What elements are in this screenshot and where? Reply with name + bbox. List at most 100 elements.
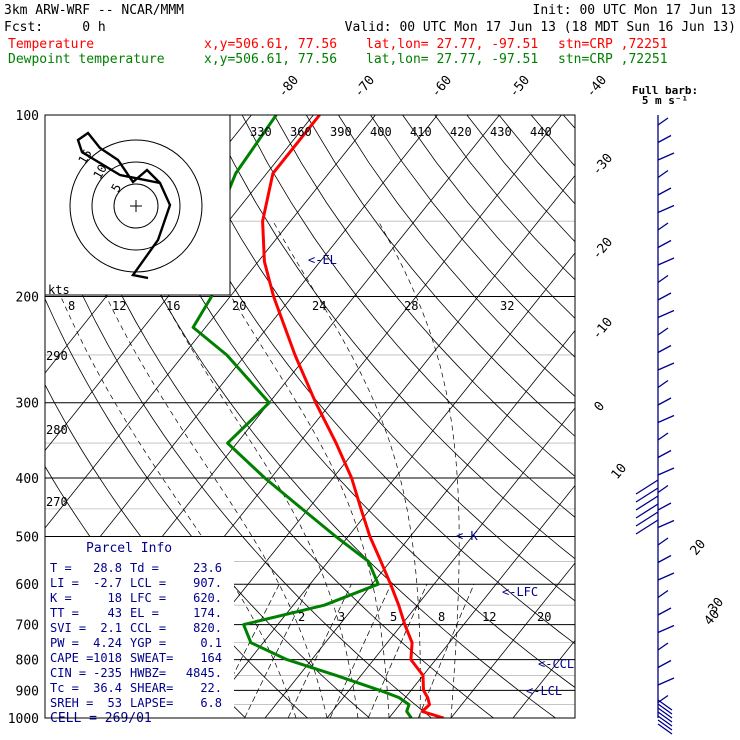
wind-barb xyxy=(657,589,669,599)
wind-barb xyxy=(657,642,669,651)
pressure-tick-label: 400 xyxy=(16,472,39,487)
plot-frame xyxy=(44,114,576,719)
parcel-info-value: 2.1 xyxy=(100,621,122,635)
parcel-info-value: CAPE = xyxy=(50,651,93,665)
parcel-info-value: 18 xyxy=(108,591,122,605)
theta-label: 430 xyxy=(490,125,512,139)
hodograph-ring xyxy=(91,161,181,251)
theta-label: 410 xyxy=(410,125,432,139)
mixing-ratio-label: 8 xyxy=(438,610,445,624)
isotherm-tick-label: -20 xyxy=(590,235,617,263)
parcel-info-value: 907. xyxy=(193,576,222,590)
wind-barb xyxy=(657,432,669,441)
temperature-line xyxy=(261,115,445,718)
wind-barb xyxy=(657,624,675,634)
wind-barb xyxy=(657,707,673,719)
wind-barb xyxy=(657,659,672,669)
isotherm-tick-label: -40 xyxy=(584,73,611,101)
mixing-ratio-line xyxy=(329,584,392,718)
wind-barb xyxy=(657,607,672,616)
wind-barb xyxy=(657,572,675,581)
theta-label: 280 xyxy=(46,423,68,437)
wind-barb xyxy=(657,362,675,371)
parcel-info-value: 164 xyxy=(200,651,222,665)
legend-dewpoint-stn: stn=CRP ,72251 xyxy=(558,52,668,67)
parcel-info-value: SHEAR= xyxy=(130,681,173,695)
wind-barb xyxy=(657,449,672,459)
mixing-ratio-line xyxy=(367,584,428,718)
legend-temperature-latlon: lat,lon= 27.77, -97.51 xyxy=(366,37,538,52)
parcel-info-value: Tc = xyxy=(50,681,79,695)
parcel-info-box: Parcel Info CELL = 269/01 T = 28.8 Td = 23.… xyxy=(44,537,234,727)
wind-barb xyxy=(657,344,672,354)
parcel-info-value: 820. xyxy=(193,621,222,635)
barb-legend-value: 5 m s⁻¹ xyxy=(642,94,688,107)
parcel-info-value: CIN = xyxy=(50,666,86,680)
theta-label: 390 xyxy=(330,125,352,139)
mixing-ratio-label: 20 xyxy=(537,610,551,624)
wind-barb xyxy=(657,152,675,161)
isotherm-tick-label: -70 xyxy=(352,73,379,101)
mixing-ratio-label: 2 xyxy=(298,610,305,624)
mixing-ratio-label: 32 xyxy=(500,299,514,313)
theta-label: 420 xyxy=(450,125,472,139)
moist-adiabat xyxy=(272,221,421,718)
parcel-info-value: 174. xyxy=(193,606,222,620)
dry-adiabat xyxy=(209,115,575,560)
legend-temperature-stn: stn=CRP ,72251 xyxy=(558,37,668,52)
wind-barb xyxy=(657,554,672,564)
level-marker-label: <-LFC xyxy=(502,585,538,599)
isotherm-tick-label: 10 xyxy=(609,461,631,483)
level-marker-label: <-CCL xyxy=(538,657,574,671)
wind-barb xyxy=(657,502,672,511)
mixing-ratio-label: 24 xyxy=(312,299,326,313)
parcel-info-value: CCL = xyxy=(130,621,166,635)
theta-label: 270 xyxy=(46,495,68,509)
wind-barb xyxy=(657,719,673,731)
dry-adiabat xyxy=(402,115,575,319)
level-marker-label: <-LCL xyxy=(526,684,562,698)
wind-barb xyxy=(657,274,669,284)
wind-barb xyxy=(657,187,672,196)
parcel-info-value: SWEAT= xyxy=(130,651,173,665)
parcel-info-value: LCL = xyxy=(130,576,166,590)
wind-barb xyxy=(657,239,672,249)
dry-adiabat xyxy=(145,115,575,645)
parcel-info-value: 23.6 xyxy=(193,561,222,575)
dry-adiabat xyxy=(498,115,575,205)
mixing-ratio-line xyxy=(417,584,475,718)
level-marker-label: <-K xyxy=(456,529,478,543)
level-marker-label: <-EL xyxy=(308,253,337,267)
wind-barb xyxy=(657,519,675,529)
legend-temperature: Temperature xyxy=(8,37,94,52)
theta-label: 330 xyxy=(250,125,272,139)
isotherm-tick-label: 0 xyxy=(592,399,609,415)
isotherm-tick-label: -50 xyxy=(507,73,534,101)
hodograph-trace xyxy=(76,131,172,280)
mixing-ratio-label: 5 xyxy=(390,610,397,624)
mixing-ratio-label: 16 xyxy=(166,299,180,313)
hodograph-ring-label: 15 xyxy=(75,147,94,167)
pressure-tick-label: 600 xyxy=(16,578,39,593)
theta-label: 290 xyxy=(46,349,68,363)
wind-barb xyxy=(657,467,675,476)
parcel-info-value: 1018 xyxy=(93,651,122,665)
parcel-info-value: LAPSE= xyxy=(130,696,173,710)
parcel-info-value: 22. xyxy=(200,681,222,695)
pressure-tick-label: 900 xyxy=(16,684,39,699)
valid-time: Valid: 00 UTC Mon 17 Jun 13 (18 MDT Sun … xyxy=(345,20,736,35)
dry-adiabat xyxy=(113,115,575,689)
isotherm-tick-label: 20 xyxy=(688,537,710,559)
isotherm-tick-label: -30 xyxy=(590,151,617,179)
pressure-tick-label: 300 xyxy=(16,397,39,412)
parcel-info-value: 4.24 xyxy=(93,636,122,650)
dry-adiabat xyxy=(530,115,575,167)
moist-adiabat xyxy=(73,221,328,718)
mixing-ratio-label: 20 xyxy=(232,299,246,313)
parcel-info-value: YGP = xyxy=(130,636,166,650)
legend-dewpoint: Dewpoint temperature xyxy=(8,52,165,67)
isotherm-line xyxy=(264,329,575,718)
dry-adiabat xyxy=(305,115,575,437)
